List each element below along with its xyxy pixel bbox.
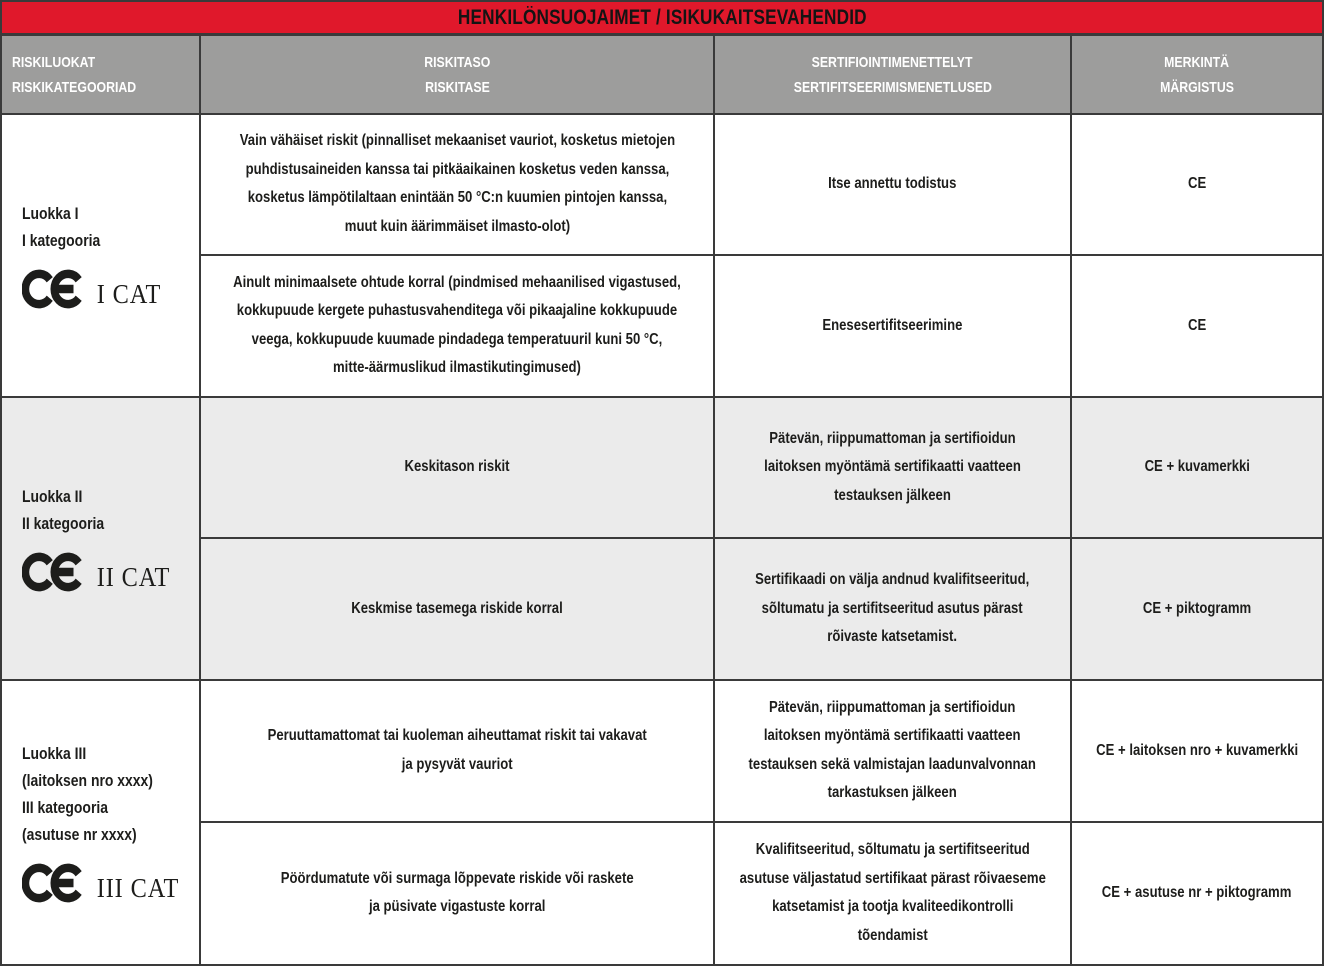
category-label-1: Luokka I I kategooria xyxy=(22,204,101,250)
page-title: HENKILÖNSUOJAIMET / ISIKUKAITSEVAHENDID xyxy=(457,5,867,29)
column-header-row: RISKILUOKAT RISKIKATEGOORIAD RISKITASO R… xyxy=(2,36,1322,115)
certification-cell-3b: Kvalifitseeritud, sõltumatu ja sertifits… xyxy=(715,822,1072,964)
header-certification: SERTIFIOINTIMENETTELYT SERTIFITSEERIMISM… xyxy=(715,36,1072,113)
certification-cell-1b: Enesesertifitseerimine xyxy=(715,255,1072,396)
risk-cell-2a: Keskitason riskit xyxy=(201,398,715,539)
category-cell-3: Luokka III (laitoksen nro xxxx) III kate… xyxy=(2,681,201,964)
header-certification-et: SERTIFITSEERIMISMENETLUSED xyxy=(793,78,992,96)
marking-cell-3a: CE + laitoksen nro + kuvamerkki xyxy=(1072,681,1322,823)
header-risk-level-et: RISKITASE xyxy=(424,78,490,96)
category-group-1: Luokka I I kategooria I CAT Vain vähäise… xyxy=(2,115,1322,398)
category-cell-1: Luokka I I kategooria I CAT xyxy=(2,115,201,396)
ce-category-label: III CAT xyxy=(96,873,180,903)
risk-cell-3b: Pöördumatute või surmaga lõppevate riski… xyxy=(201,822,715,964)
risk-cell-2b: Keskmise tasemega riskide korral xyxy=(201,538,715,679)
category-label-2: Luokka II II kategooria xyxy=(22,487,105,533)
marking-cell-2a: CE + kuvamerkki xyxy=(1072,398,1322,539)
marking-cell-1a: CE xyxy=(1072,115,1322,256)
category-group-2: Luokka II II kategooria II CAT Keskitaso… xyxy=(2,398,1322,681)
header-marking-et: MÄRGISTUS xyxy=(1160,78,1234,96)
ce-category-label: II CAT xyxy=(96,562,171,592)
table-title-bar: HENKILÖNSUOJAIMET / ISIKUKAITSEVAHENDID xyxy=(2,2,1322,36)
category-group-3: Luokka III (laitoksen nro xxxx) III kate… xyxy=(2,681,1322,964)
ce-mark-icon xyxy=(22,552,82,592)
header-risk-level-fi: RISKITASO xyxy=(423,53,491,71)
ce-mark-row-1: I CAT xyxy=(22,267,161,311)
category-label-3: Luokka III (laitoksen nro xxxx) III kate… xyxy=(22,744,153,844)
certification-cell-1a: Itse annettu todistus xyxy=(715,115,1072,256)
header-risk-classes-fi: RISKILUOKAT xyxy=(12,53,96,71)
marking-cell-2b: CE + piktogramm xyxy=(1142,599,1252,617)
marking-cell-3b: CE + asutuse nr + piktogramm xyxy=(1102,884,1292,901)
certification-cell-3a: Pätevän, riippumattoman ja sertifioidun … xyxy=(715,681,1072,823)
category-cell-2: Luokka II II kategooria II CAT xyxy=(2,398,201,679)
risk-cell-3a: Peruuttamattomat tai kuoleman aiheuttama… xyxy=(201,681,715,823)
ce-mark-icon xyxy=(22,269,82,309)
ce-mark-row-3: III CAT xyxy=(22,861,179,905)
ce-category-label: I CAT xyxy=(96,279,162,309)
header-marking: MERKINTÄ MÄRGISTUS xyxy=(1072,36,1322,113)
certification-cell-2a: Pätevän, riippumattoman ja sertifioidun … xyxy=(715,398,1072,539)
certification-cell-2b: Sertifikaadi on välja andnud kvalifitsee… xyxy=(715,538,1072,679)
risk-cell-1a: Vain vähäiset riskit (pinnalliset mekaan… xyxy=(201,115,715,256)
risk-cell-1b: Ainult minimaalsete ohtude korral (pindm… xyxy=(201,255,715,396)
ce-mark-icon xyxy=(22,863,82,903)
ce-mark-row-2: II CAT xyxy=(22,550,170,594)
marking-cell-1b: CE xyxy=(1187,316,1207,334)
header-risk-level: RISKITASO RISKITASE xyxy=(201,36,715,113)
header-risk-classes: RISKILUOKAT RISKIKATEGOORIAD xyxy=(2,36,201,113)
header-risk-classes-et: RISKIKATEGOORIAD xyxy=(12,78,137,96)
header-certification-fi: SERTIFIOINTIMENETTELYT xyxy=(812,53,973,71)
header-marking-fi: MERKINTÄ xyxy=(1164,53,1230,71)
